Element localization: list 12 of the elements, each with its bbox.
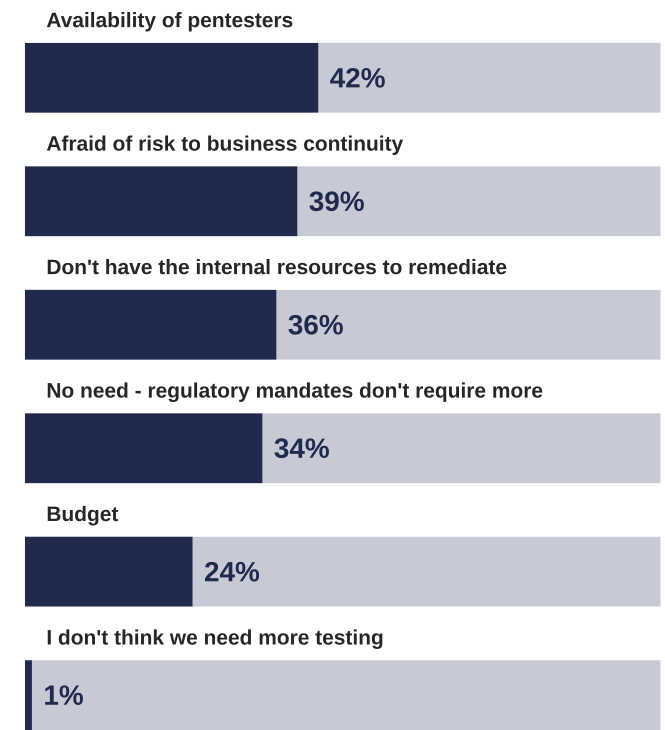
y-tick-label: No need - regulatory mandates don't require more <box>48 382 542 402</box>
data-label: 39% <box>309 191 364 212</box>
data-label: 36% <box>288 314 343 335</box>
data-label: 1% <box>44 685 83 705</box>
y-tick-label: I don't think we need more testing <box>48 629 382 649</box>
y-tick-label: Don't have the internal resources to remediate <box>48 258 506 274</box>
y-tick-label: Availability of pentesters <box>46 12 292 32</box>
y-tick-label: Budget <box>48 506 118 526</box>
data-label: 34% <box>274 438 329 458</box>
y-tick-label: Afraid of risk to business continuity <box>46 135 403 155</box>
data-label: 42% <box>330 68 385 88</box>
data-label: 24% <box>204 562 259 582</box>
